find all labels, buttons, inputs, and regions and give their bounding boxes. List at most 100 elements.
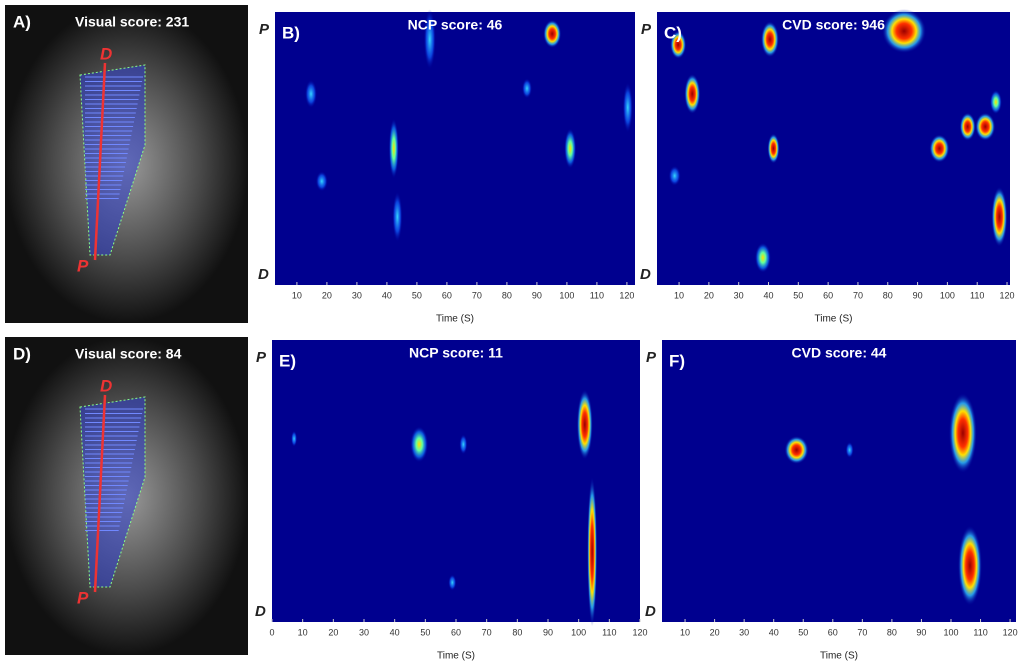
marker-bottom: P	[77, 588, 89, 607]
marker-bottom: D	[255, 603, 266, 620]
panel-title: CVD score: 946	[782, 17, 885, 33]
x-tick-label: 80	[502, 290, 512, 300]
heat-blob	[975, 112, 996, 141]
heat-blob	[564, 128, 577, 169]
panel: B) NCP score: 46 P D 10 20 30 40 50 60 70 80 90 100 11…	[258, 9, 635, 325]
marker-bottom: D	[640, 266, 651, 283]
x-tick-label: 40	[769, 627, 779, 637]
heat-blob	[767, 133, 780, 164]
x-tick-label: 120	[632, 627, 647, 637]
x-tick-label: 80	[512, 627, 522, 637]
x-tick-label: 20	[704, 290, 714, 300]
marker-top: P	[256, 349, 267, 366]
x-axis-label: Time (S)	[820, 651, 858, 662]
panel: A) Visual score: 231 D P	[5, 5, 248, 323]
x-tick-label: 100	[559, 290, 574, 300]
x-tick-label: 120	[1000, 290, 1015, 300]
heat-blob	[622, 82, 633, 133]
heatmap	[662, 340, 1016, 622]
panel-label: D)	[13, 344, 31, 363]
x-tick-label: 30	[734, 290, 744, 300]
x-tick-label: 40	[763, 290, 773, 300]
x-tick-label: 70	[857, 627, 867, 637]
x-tick-label: 100	[943, 627, 958, 637]
heat-blob	[991, 186, 1008, 247]
panel-title: CVD score: 44	[792, 345, 887, 361]
heat-blob	[392, 191, 403, 242]
x-tick-label: 70	[482, 627, 492, 637]
panel-label: B)	[282, 23, 300, 42]
heat-blob	[882, 9, 927, 54]
x-axis-label: Time (S)	[437, 651, 475, 662]
heat-blob	[459, 434, 468, 455]
heatmap	[272, 340, 640, 622]
panel-label: E)	[279, 351, 296, 370]
marker-bottom: P	[77, 256, 89, 275]
panel-title: NCP score: 11	[409, 345, 503, 361]
x-tick-label: 50	[798, 627, 808, 637]
x-tick-label: 90	[916, 627, 926, 637]
heat-blob	[670, 30, 687, 59]
x-tick-label: 80	[883, 290, 893, 300]
x-tick-label: 60	[442, 290, 452, 300]
x-tick-label: 110	[602, 627, 616, 637]
x-tick-label: 50	[412, 290, 422, 300]
heat-blob	[522, 78, 532, 99]
x-tick-label: 60	[828, 627, 838, 637]
heat-blob	[684, 73, 701, 114]
heat-blob	[543, 19, 562, 48]
x-tick-label: 10	[680, 627, 690, 637]
x-tick-label: 90	[913, 290, 923, 300]
heat-blob	[305, 79, 317, 108]
x-tick-label: 60	[823, 290, 833, 300]
heat-blob	[448, 574, 457, 591]
panel: E) NCP score: 11 P D0 10 20 30 40 50 60 70 80 90 100 1…	[255, 340, 648, 662]
heat-blob	[989, 90, 1002, 115]
heat-blob	[587, 476, 598, 627]
x-tick-label: 80	[887, 627, 897, 637]
heat-blob	[760, 21, 779, 58]
axis-line	[93, 394, 107, 593]
panel-title: Visual score: 84	[75, 346, 182, 362]
heat-blob	[959, 112, 976, 141]
marker-top: P	[646, 349, 657, 366]
x-tick-label: 120	[619, 290, 634, 300]
x-tick-label: 10	[674, 290, 684, 300]
x-tick-label: 90	[532, 290, 542, 300]
x-tick-label: 70	[472, 290, 482, 300]
x-tick-label: 20	[328, 627, 338, 637]
heat-blob	[668, 165, 681, 186]
marker-top: D	[100, 44, 112, 63]
heatmap	[275, 12, 635, 285]
x-tick-label: 10	[292, 290, 302, 300]
x-tick-label: 10	[298, 627, 308, 637]
x-tick-label: 110	[590, 290, 604, 300]
axis-line	[93, 62, 107, 261]
x-tick-label: 0	[269, 627, 274, 637]
panel: F) CVD score: 44 P D 10 20 30 40 50 60 70 80 90 100 11…	[645, 340, 1018, 662]
heat-blob	[929, 134, 950, 163]
x-axis-label: Time (S)	[815, 314, 853, 325]
heat-blob	[576, 389, 593, 460]
x-tick-label: 40	[382, 290, 392, 300]
heat-blob	[388, 118, 399, 179]
panel-title: NCP score: 46	[408, 17, 503, 33]
heat-blob	[957, 525, 982, 606]
heat-blob	[410, 426, 429, 463]
heat-blob	[291, 430, 298, 447]
panel-label: F)	[669, 351, 685, 370]
x-tick-label: 20	[322, 290, 332, 300]
x-tick-label: 110	[970, 290, 984, 300]
panel-label: A)	[13, 12, 31, 31]
x-tick-label: 50	[420, 627, 430, 637]
x-tick-label: 30	[739, 627, 749, 637]
x-axis-label: Time (S)	[436, 314, 474, 325]
x-tick-label: 30	[359, 627, 369, 637]
x-tick-label: 100	[571, 627, 586, 637]
marker-top: D	[100, 376, 112, 395]
heat-blob	[948, 393, 977, 474]
heat-blob	[845, 441, 854, 458]
heatmap	[657, 12, 1010, 285]
x-tick-label: 20	[710, 627, 720, 637]
x-tick-label: 70	[853, 290, 863, 300]
